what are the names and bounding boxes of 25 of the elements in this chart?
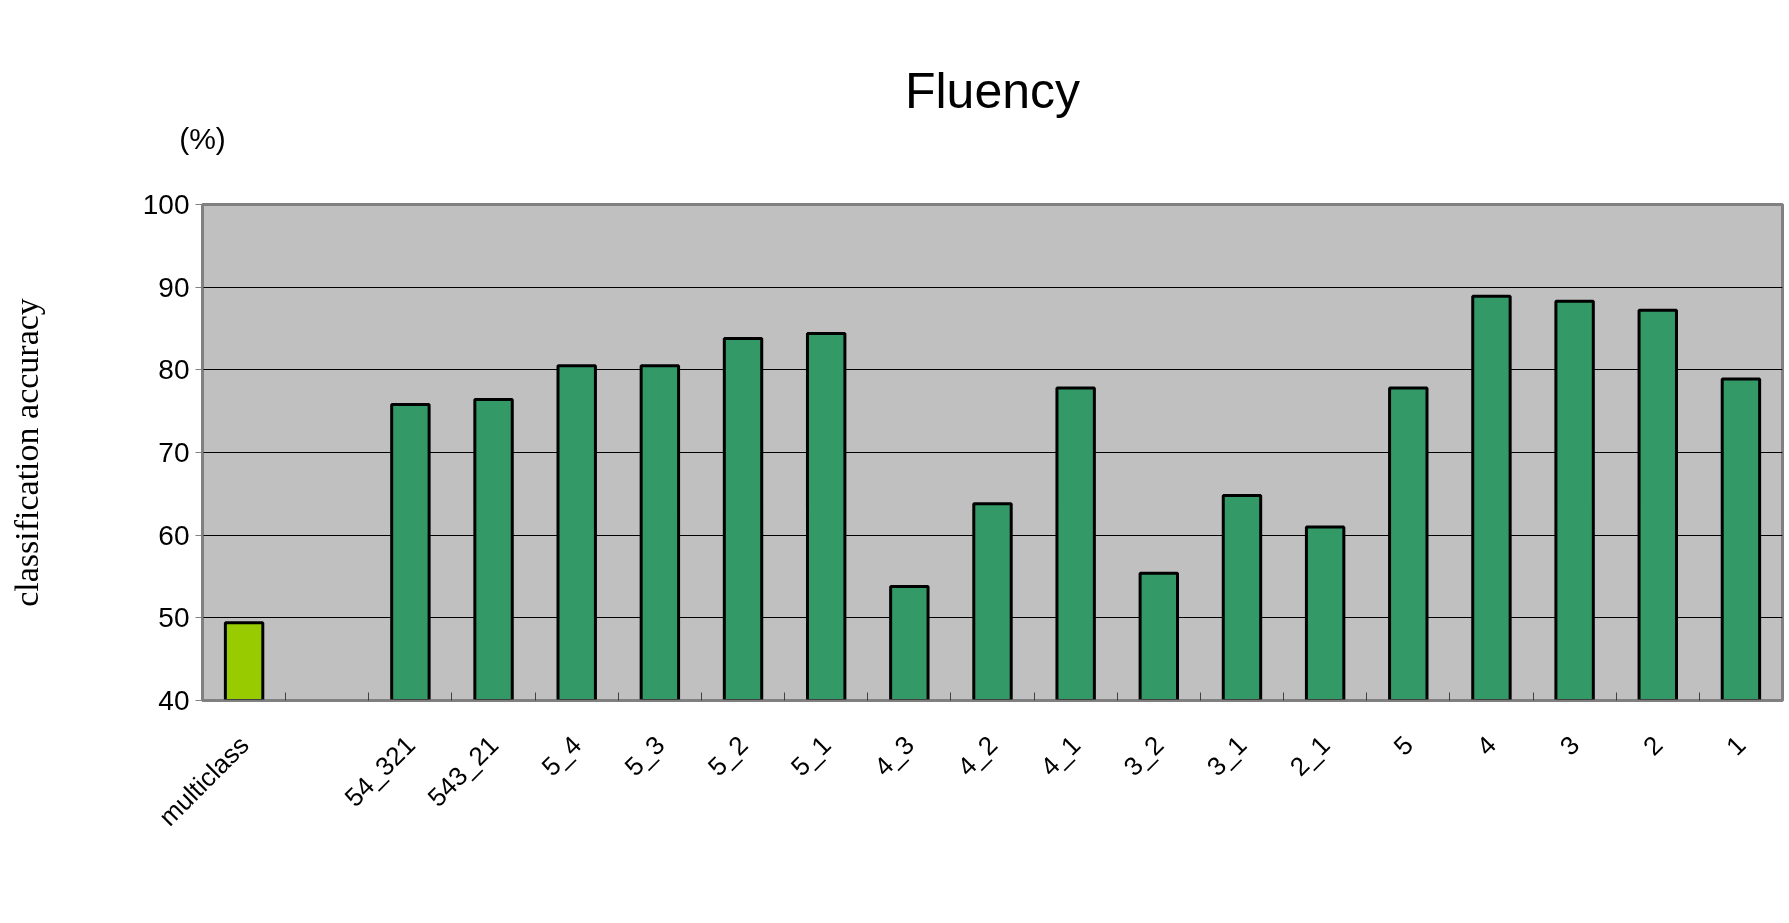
x-tick-label: 3_1 [1200,729,1253,782]
text: (%) [179,121,226,155]
x-tick-label: 5_2 [701,729,754,782]
x-tick-label: 4_2 [951,729,1004,782]
y-tick-label: 70 [158,437,190,468]
y-tick-label: 60 [158,519,190,551]
y-tick-label: 40 [158,685,190,716]
x-tick-label: 4 [1470,729,1503,762]
x-tick-label: 4_3 [868,729,920,782]
x-tick-label: 5_3 [618,729,671,782]
x-tick-label: 5_4 [535,729,588,782]
x-tick-label: 2_1 [1283,729,1336,782]
x-tick-label: 5 [1387,729,1419,762]
y-axis-title: classification accuracy [7,298,45,607]
x-tick-label: 3_2 [1117,729,1170,782]
x-tick-label: 5_1 [784,729,837,782]
x-tick-label: 1 [1720,729,1752,762]
x-tick-label: 4_1 [1034,729,1087,782]
y-tick-label: 80 [158,354,190,386]
y-tick-label: 100 [142,189,190,220]
chart-title: Fluency [904,62,1081,119]
x-tick-label: 3 [1553,729,1586,762]
y-tick-label: 90 [158,271,190,303]
x-tick-label: 2 [1636,729,1669,762]
y-tick-label: 50 [158,602,190,634]
